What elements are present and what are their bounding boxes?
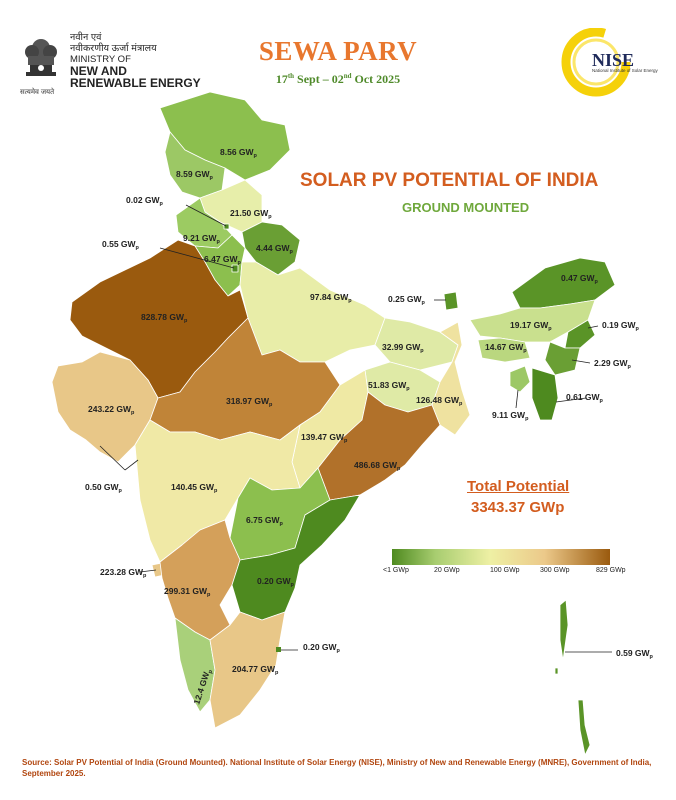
label-madhya-pradesh: 318.97 GWp [226,396,273,408]
region-west-bengal [431,321,471,436]
label-ladakh: 8.56 GWp [220,147,258,159]
region-tamil-nadu [209,611,286,729]
label-tripura: 9.11 GWp [492,410,529,422]
legend-tick-0: <1 GWp [383,567,409,574]
region-meghalaya [477,337,531,363]
region-chandigarh [223,223,230,230]
label-bihar: 32.99 GWp [382,342,424,354]
label-dadra-daman: 0.50 GWp [85,482,123,494]
ministry-line3: RENEWABLE ENERGY [70,76,201,90]
legend-color-scale [392,549,610,565]
region-andaman-nicobar [554,599,591,756]
label-haryana: 6.47 GWp [204,254,242,266]
source-note: Source: Solar PV Potential of India (Gro… [22,758,652,778]
region-mizoram [531,367,559,421]
label-maharashtra: 140.45 GWp [171,482,218,494]
legend-tick-1: 20 GWp [434,567,460,574]
label-tamil-nadu: 204.77 GWp [232,664,279,676]
nise-logo-text: NISE [592,50,635,70]
label-uttar-pradesh: 97.84 GWp [310,292,352,304]
label-puducherry: 0.20 GWp [303,642,341,654]
label-west-bengal: 126.48 GWp [416,395,463,407]
label-nagaland: 0.19 GWp [602,320,640,332]
region-uttarakhand [241,221,301,276]
label-andaman-nicobar: 0.59 GWp [616,648,654,660]
ministry-hindi-line1: नवीन एवं [70,32,102,43]
label-rajasthan: 828.78 GWp [141,312,188,324]
region-puducherry-marker [276,647,281,652]
label-goa: 223.28 GWp [100,567,147,579]
region-nagaland [564,319,596,349]
total-potential-label: Total Potential [467,478,570,495]
event-title: SEWA PARV [258,36,418,66]
region-sikkim [443,291,459,311]
label-jammu-kashmir: 8.59 GWp [176,169,214,181]
ministry-hindi-line2: नवीकरणीय ऊर्जा मंत्रालय [70,43,157,54]
national-motto: सत्यमेव जयते [20,89,55,96]
label-mizoram: 0.61 GWp [566,392,604,404]
region-manipur [544,341,581,376]
label-chandigarh: 0.02 GWp [126,195,164,207]
map-title: SOLAR PV POTENTIAL OF INDIA [300,170,599,191]
total-potential-value: 3343.37 GWp [471,499,565,516]
ministry-line2: NEW AND [70,64,127,78]
label-gujarat: 243.22 GWp [88,404,135,416]
label-manipur: 2.29 GWp [594,358,632,370]
label-arunachal: 0.47 GWp [561,273,599,285]
nise-logo-subtext: National Institute of Solar Energy [592,68,658,73]
region-delhi [231,264,239,273]
ministry-name: नवीन एवं नवीकरणीय ऊर्जा मंत्रालय MINISTR… [70,32,201,89]
legend-tick-4: 829 GWp [596,567,626,574]
map-subtitle: GROUND MOUNTED [402,200,530,215]
region-tripura [509,365,531,393]
event-dates: 17th Sept – 02nd Oct 2025 [275,72,401,86]
label-uttarakhand: 4.44 GWp [256,243,294,255]
label-odisha: 486.68 GWp [354,460,401,472]
region-arunachal-pradesh [511,257,616,309]
label-jharkhand: 51.83 GWp [368,380,410,392]
legend-tick-2: 100 GWp [490,567,520,574]
region-karnataka [159,519,241,641]
region-uttar-pradesh [239,261,386,363]
label-delhi: 0.55 GWp [102,239,140,251]
leader-lines [99,204,612,653]
label-punjab: 9.21 GWp [183,233,221,245]
legend-tick-3: 300 GWp [540,567,570,574]
label-assam: 19.17 GWp [510,320,552,332]
label-karnataka: 299.31 GWp [164,586,211,598]
label-chhattisgarh: 139.47 GWp [301,432,348,444]
ministry-line1: MINISTRY OF [70,54,131,65]
label-andhra-pradesh: 0.20 GWp [257,576,295,588]
label-himachal: 21.50 GWp [230,208,272,220]
label-meghalaya: 14.67 GWp [485,342,527,354]
sun-ring-icon [560,27,658,98]
label-telangana: 6.75 GWp [246,515,284,527]
state-emblem-icon [22,26,60,86]
label-sikkim: 0.25 GWp [388,294,426,306]
